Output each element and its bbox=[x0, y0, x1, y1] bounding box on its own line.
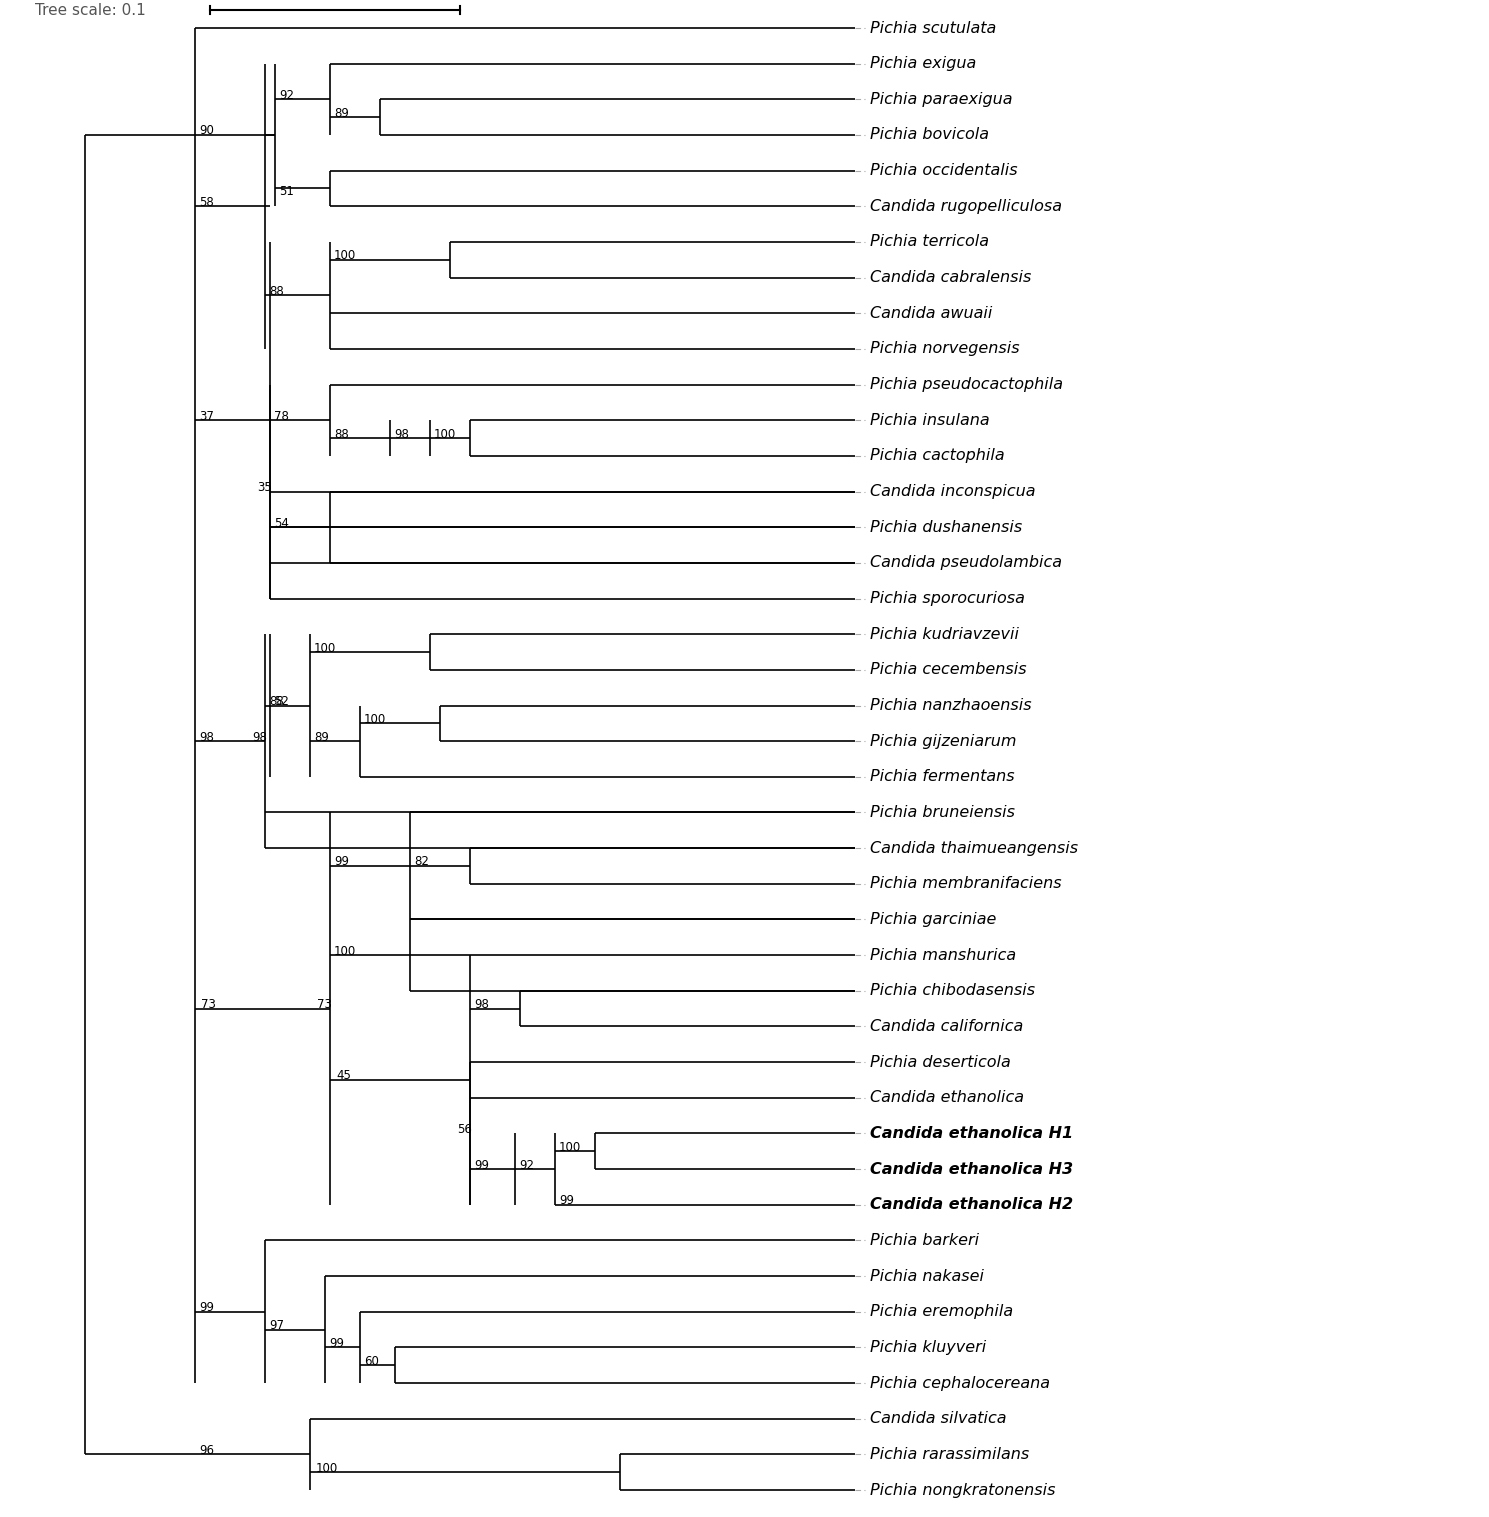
Text: 100: 100 bbox=[334, 249, 356, 262]
Text: Pichia gijzeniarum: Pichia gijzeniarum bbox=[870, 734, 1017, 749]
Text: Pichia nanzhaoensis: Pichia nanzhaoensis bbox=[870, 698, 1032, 713]
Text: Pichia dushanensis: Pichia dushanensis bbox=[870, 520, 1023, 534]
Text: Pichia insulana: Pichia insulana bbox=[870, 413, 990, 428]
Text: 82: 82 bbox=[414, 856, 429, 868]
Text: Candida cabralensis: Candida cabralensis bbox=[870, 270, 1032, 285]
Text: 99: 99 bbox=[200, 1302, 214, 1314]
Text: Pichia kluyveri: Pichia kluyveri bbox=[870, 1340, 986, 1355]
Text: 88: 88 bbox=[270, 285, 284, 297]
Text: 54: 54 bbox=[274, 517, 289, 529]
Text: Pichia deserticola: Pichia deserticola bbox=[870, 1054, 1011, 1069]
Text: Pichia pseudocactophila: Pichia pseudocactophila bbox=[870, 378, 1063, 391]
Text: 73: 73 bbox=[317, 998, 332, 1012]
Text: 100: 100 bbox=[558, 1141, 581, 1154]
Text: 89: 89 bbox=[314, 731, 329, 743]
Text: Candida ethanolica: Candida ethanolica bbox=[870, 1091, 1024, 1106]
Text: 88: 88 bbox=[270, 695, 284, 708]
Text: 97: 97 bbox=[270, 1320, 284, 1332]
Text: Candida ethanolica H3: Candida ethanolica H3 bbox=[870, 1162, 1074, 1177]
Text: 100: 100 bbox=[433, 428, 456, 440]
Text: Pichia kudriavzevii: Pichia kudriavzevii bbox=[870, 627, 1018, 642]
Text: Pichia membranifaciens: Pichia membranifaciens bbox=[870, 877, 1062, 892]
Text: Pichia cephalocereana: Pichia cephalocereana bbox=[870, 1376, 1050, 1391]
Text: Candida awuaii: Candida awuaii bbox=[870, 306, 992, 320]
Text: 37: 37 bbox=[200, 410, 214, 423]
Text: Pichia bruneiensis: Pichia bruneiensis bbox=[870, 806, 1015, 821]
Text: 73: 73 bbox=[201, 998, 216, 1012]
Text: Candida ethanolica H2: Candida ethanolica H2 bbox=[870, 1197, 1074, 1212]
Text: Candida rugopelliculosa: Candida rugopelliculosa bbox=[870, 199, 1062, 214]
Text: Candida thaimueangensis: Candida thaimueangensis bbox=[870, 840, 1078, 856]
Text: 98: 98 bbox=[395, 428, 409, 440]
Text: 98: 98 bbox=[252, 731, 267, 743]
Text: Candida pseudolambica: Candida pseudolambica bbox=[870, 555, 1062, 570]
Text: Pichia bovicola: Pichia bovicola bbox=[870, 127, 989, 143]
Text: 92: 92 bbox=[520, 1159, 535, 1171]
Text: 51: 51 bbox=[278, 185, 293, 197]
Text: 89: 89 bbox=[334, 106, 348, 120]
Text: Candida silvatica: Candida silvatica bbox=[870, 1411, 1007, 1426]
Text: 58: 58 bbox=[200, 196, 214, 209]
Text: 35: 35 bbox=[258, 481, 272, 495]
Text: 98: 98 bbox=[474, 998, 488, 1012]
Text: Pichia sporocuriosa: Pichia sporocuriosa bbox=[870, 592, 1024, 605]
Text: Pichia norvegensis: Pichia norvegensis bbox=[870, 341, 1020, 356]
Text: Candida ethanolica H1: Candida ethanolica H1 bbox=[870, 1126, 1074, 1141]
Text: 60: 60 bbox=[363, 1355, 378, 1368]
Text: Pichia chibodasensis: Pichia chibodasensis bbox=[870, 983, 1035, 998]
Text: 98: 98 bbox=[200, 731, 214, 743]
Text: 52: 52 bbox=[274, 695, 289, 708]
Text: 100: 100 bbox=[314, 642, 337, 654]
Text: 100: 100 bbox=[363, 713, 386, 725]
Text: 99: 99 bbox=[334, 856, 348, 868]
Text: 96: 96 bbox=[200, 1444, 214, 1456]
Text: 100: 100 bbox=[316, 1462, 338, 1475]
Text: Pichia fermentans: Pichia fermentans bbox=[870, 769, 1014, 784]
Text: Pichia cactophila: Pichia cactophila bbox=[870, 449, 1005, 463]
Text: Candida californica: Candida californica bbox=[870, 1019, 1023, 1035]
Text: 78: 78 bbox=[274, 410, 289, 423]
Text: 99: 99 bbox=[329, 1336, 344, 1350]
Text: Pichia nongkratonensis: Pichia nongkratonensis bbox=[870, 1482, 1056, 1497]
Text: Pichia paraexigua: Pichia paraexigua bbox=[870, 93, 1013, 106]
Text: 45: 45 bbox=[337, 1069, 351, 1083]
Text: 56: 56 bbox=[457, 1123, 472, 1136]
Text: Pichia manshurica: Pichia manshurica bbox=[870, 948, 1015, 963]
Text: Pichia terricola: Pichia terricola bbox=[870, 235, 989, 249]
Text: 90: 90 bbox=[200, 124, 214, 138]
Text: Pichia garciniae: Pichia garciniae bbox=[870, 912, 996, 927]
Text: Pichia eremophila: Pichia eremophila bbox=[870, 1305, 1013, 1320]
Text: Pichia cecembensis: Pichia cecembensis bbox=[870, 663, 1026, 678]
Text: Pichia exigua: Pichia exigua bbox=[870, 56, 977, 71]
Text: Pichia nakasei: Pichia nakasei bbox=[870, 1268, 984, 1283]
Text: 99: 99 bbox=[558, 1194, 573, 1208]
Text: Candida inconspicua: Candida inconspicua bbox=[870, 484, 1035, 499]
Text: 99: 99 bbox=[474, 1159, 488, 1171]
Text: Tree scale: 0.1: Tree scale: 0.1 bbox=[36, 3, 146, 18]
Text: Pichia occidentalis: Pichia occidentalis bbox=[870, 164, 1017, 177]
Text: Pichia scutulata: Pichia scutulata bbox=[870, 21, 996, 35]
Text: 88: 88 bbox=[334, 428, 348, 440]
Text: Pichia rarassimilans: Pichia rarassimilans bbox=[870, 1447, 1029, 1462]
Text: 92: 92 bbox=[278, 90, 293, 102]
Text: 100: 100 bbox=[334, 945, 356, 957]
Text: Pichia barkeri: Pichia barkeri bbox=[870, 1233, 980, 1248]
